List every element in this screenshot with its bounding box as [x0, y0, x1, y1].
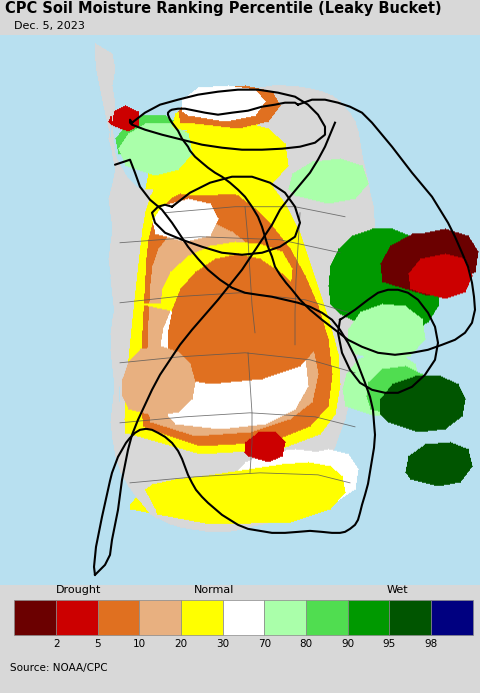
Text: Dec. 5, 2023: Dec. 5, 2023 — [14, 21, 85, 31]
Text: 10: 10 — [133, 640, 146, 649]
Text: 5: 5 — [95, 640, 101, 649]
Bar — [56, 600, 98, 635]
Text: 2: 2 — [53, 640, 60, 649]
Text: 20: 20 — [175, 640, 188, 649]
Text: Drought: Drought — [56, 585, 101, 595]
Text: 70: 70 — [258, 640, 271, 649]
Bar — [306, 600, 348, 635]
Text: Normal: Normal — [194, 585, 235, 595]
Text: 95: 95 — [383, 640, 396, 649]
Text: Wet: Wet — [387, 585, 408, 595]
Text: CPC Soil Moisture Ranking Percentile (Leaky Bucket): CPC Soil Moisture Ranking Percentile (Le… — [5, 1, 442, 16]
Text: Source: NOAA/CPC: Source: NOAA/CPC — [10, 663, 107, 672]
Bar — [223, 600, 264, 635]
Text: 30: 30 — [216, 640, 229, 649]
Text: 98: 98 — [424, 640, 438, 649]
Text: 80: 80 — [300, 640, 312, 649]
Bar — [139, 600, 181, 635]
Bar — [431, 600, 473, 635]
Bar — [98, 600, 139, 635]
Bar — [264, 600, 306, 635]
Bar — [14, 600, 56, 635]
Bar — [389, 600, 431, 635]
Bar — [181, 600, 223, 635]
Text: 90: 90 — [341, 640, 354, 649]
Bar — [348, 600, 389, 635]
